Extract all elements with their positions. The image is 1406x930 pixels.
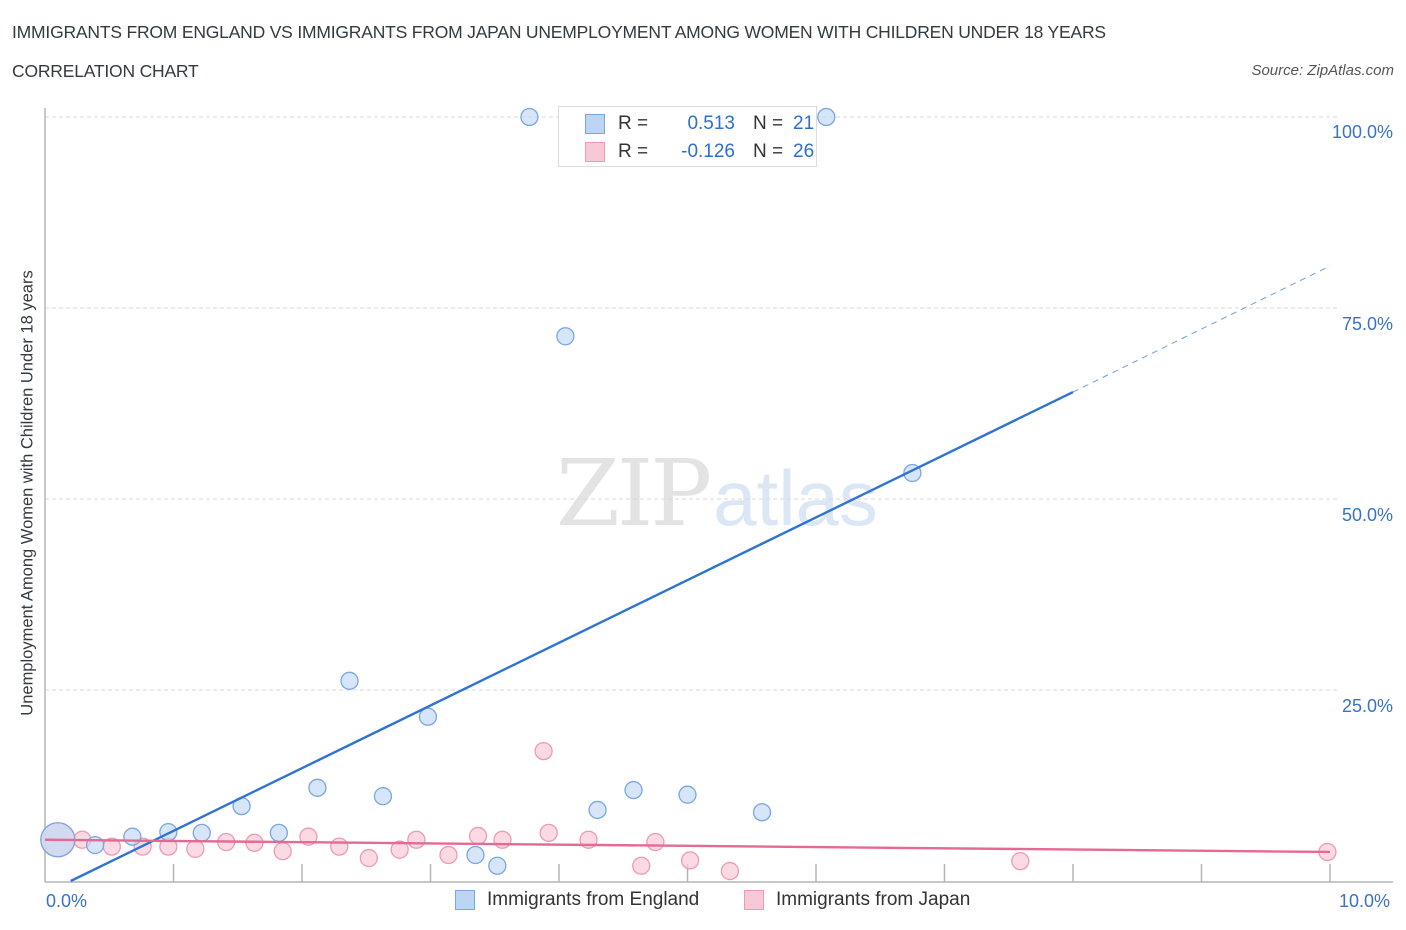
- source-label: Source: ZipAtlas.com: [1251, 62, 1394, 79]
- data-point: [539, 823, 558, 843]
- data-point: [418, 707, 438, 726]
- data-point: [299, 827, 318, 846]
- data-point: [330, 837, 349, 856]
- data-point: [390, 840, 409, 859]
- england-swatch-icon: [455, 890, 475, 910]
- y-axis-label: Unemployment Among Women with Children U…: [18, 270, 37, 716]
- data-point: [493, 830, 512, 849]
- england-points: [40, 107, 922, 875]
- legend-label-japan: Immigrants from Japan: [776, 889, 971, 910]
- stats-row-england: R = 0.513 N = 21: [585, 112, 814, 136]
- data-point: [273, 842, 292, 861]
- data-point: [340, 671, 359, 690]
- n-label: N =: [753, 113, 784, 134]
- trendlines: [44, 265, 1331, 883]
- y-tick-25: 25.0%: [1341, 696, 1393, 716]
- stats-legend: R = 0.513 N = 21 R = -0.126 N = 26: [558, 106, 817, 167]
- x-tick-max: 10.0%: [1339, 891, 1391, 911]
- data-point: [680, 851, 700, 870]
- r-value: -0.126: [681, 141, 735, 162]
- data-point: [192, 823, 211, 843]
- data-point: [186, 839, 205, 859]
- n-value: 26: [793, 141, 815, 162]
- legend-item-japan[interactable]: Immigrants from Japan: [744, 889, 970, 911]
- data-point: [556, 327, 575, 346]
- data-point: [269, 823, 289, 843]
- chart-subtitle: CORRELATION CHART: [12, 61, 199, 81]
- n-value: 21: [793, 113, 815, 134]
- y-tick-50: 50.0%: [1341, 505, 1393, 525]
- data-point: [1011, 851, 1030, 871]
- data-point: [308, 778, 327, 797]
- gridlines: [45, 116, 1340, 691]
- y-tick-75: 75.0%: [1341, 314, 1393, 334]
- data-point: [588, 800, 607, 820]
- england-trendline: [70, 390, 1074, 883]
- data-point: [488, 856, 507, 875]
- data-point: [123, 827, 142, 846]
- legend-item-england[interactable]: Immigrants from England: [455, 889, 699, 911]
- data-point: [752, 803, 772, 822]
- japan-trendline: [44, 838, 1331, 854]
- data-point: [373, 787, 393, 806]
- y-tick-100: 100.0%: [1331, 122, 1393, 142]
- japan-swatch-icon: [585, 142, 605, 162]
- england-swatch-icon: [585, 114, 605, 134]
- data-point: [468, 826, 488, 846]
- data-point: [624, 780, 643, 800]
- data-point: [439, 845, 458, 865]
- data-point: [720, 861, 740, 881]
- data-point: [407, 830, 426, 849]
- data-point: [534, 741, 553, 761]
- r-label: R =: [618, 113, 649, 134]
- data-point: [466, 845, 485, 865]
- r-value: 0.513: [687, 113, 735, 134]
- data-point: [646, 832, 665, 852]
- chart-title: IMMIGRANTS FROM ENGLAND VS IMMIGRANTS FR…: [12, 22, 1106, 42]
- stats-row-japan: R = -0.126 N = 26: [585, 140, 814, 164]
- england-trendline-extension: [1072, 265, 1331, 393]
- r-label: R =: [618, 141, 649, 162]
- x-tick-min: 0.0%: [46, 891, 88, 911]
- data-point: [817, 107, 836, 127]
- japan-swatch-icon: [744, 890, 764, 910]
- data-point: [359, 848, 378, 868]
- legend-label-england: Immigrants from England: [487, 889, 700, 910]
- data-point: [632, 856, 651, 875]
- axes-frame: [44, 108, 1393, 883]
- data-point: [678, 785, 697, 804]
- data-point: [520, 107, 539, 127]
- n-label: N =: [753, 141, 784, 162]
